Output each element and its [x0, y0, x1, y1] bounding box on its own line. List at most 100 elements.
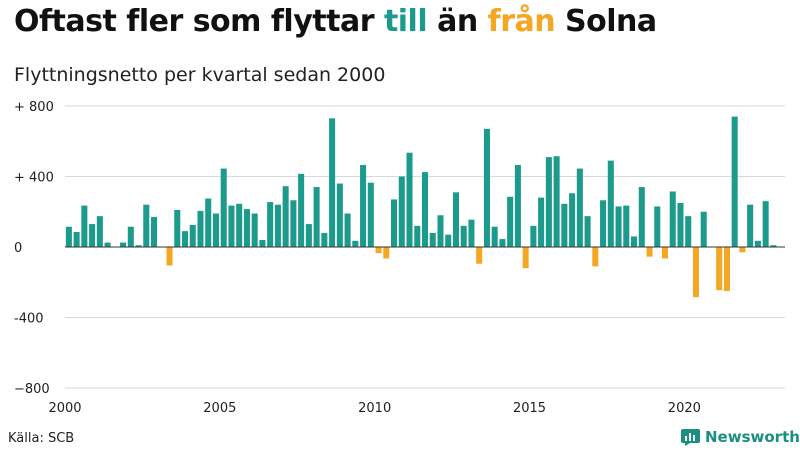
bar	[623, 205, 630, 247]
chart-subtitle: Flyttningsnetto per kvartal sedan 2000	[14, 64, 386, 86]
bar	[96, 216, 103, 247]
bar	[445, 234, 452, 247]
bar	[282, 186, 289, 247]
bar	[661, 247, 669, 259]
bar	[243, 209, 250, 247]
bar	[298, 173, 305, 247]
bar	[212, 213, 219, 247]
bar	[553, 156, 560, 247]
bar	[406, 152, 413, 247]
bar	[166, 247, 173, 266]
bar	[468, 219, 475, 247]
source-label: Källa: SCB	[8, 431, 75, 446]
bar	[251, 213, 258, 247]
bar	[414, 225, 421, 247]
bar	[305, 224, 312, 247]
bar	[89, 224, 96, 247]
bar	[398, 176, 405, 247]
x-tick-label: 2005	[203, 401, 236, 416]
bar	[677, 202, 684, 247]
bar	[476, 247, 483, 264]
bar	[545, 157, 552, 247]
bar	[143, 204, 150, 247]
bar	[522, 247, 529, 269]
bar	[375, 247, 382, 254]
bar	[236, 203, 243, 247]
bar	[762, 201, 769, 247]
bar	[631, 236, 638, 247]
x-tick-label: 2015	[513, 401, 546, 416]
bar	[607, 160, 614, 247]
bar	[561, 203, 568, 247]
bar	[321, 232, 328, 247]
bar	[151, 217, 158, 247]
bar	[259, 239, 266, 247]
bar	[429, 232, 436, 247]
bar	[360, 165, 367, 247]
y-tick-label: + 800	[14, 100, 54, 115]
bar	[274, 204, 281, 247]
bar	[615, 206, 622, 247]
bar	[514, 165, 521, 247]
bar	[313, 187, 320, 247]
x-tick-label: 2000	[48, 401, 81, 416]
bar	[731, 116, 738, 248]
bar	[747, 204, 754, 247]
bar	[754, 240, 761, 247]
bar	[700, 211, 707, 247]
y-tick-label: -400	[14, 312, 44, 327]
bar	[127, 226, 134, 247]
bar	[669, 191, 676, 247]
chart-title: Oftast fler som flyttar till än från Sol…	[14, 4, 657, 39]
bar	[104, 242, 111, 247]
bar	[120, 242, 127, 247]
bar	[569, 193, 576, 247]
bar	[228, 205, 235, 247]
bar	[452, 192, 459, 247]
x-tick-label: 2020	[668, 401, 701, 416]
bar	[576, 168, 583, 247]
x-tick-label: 2010	[358, 401, 391, 416]
bar	[181, 231, 189, 247]
bar	[507, 196, 514, 247]
bar	[81, 205, 88, 247]
brand: Newsworthy	[681, 428, 800, 446]
bar	[383, 247, 390, 259]
bar	[437, 215, 444, 247]
bar	[290, 200, 297, 247]
bar	[538, 197, 545, 247]
bar	[723, 247, 730, 292]
bar	[460, 225, 467, 247]
brand-name: Newsworthy	[705, 428, 800, 446]
title-till: till	[383, 4, 428, 39]
bar	[530, 225, 537, 247]
title-fran: från	[487, 4, 556, 39]
bar	[344, 213, 351, 247]
newsworthy-logo-icon	[681, 428, 700, 446]
bar	[692, 247, 699, 298]
bar	[73, 232, 80, 247]
bar	[135, 245, 142, 247]
y-tick-label: −800	[14, 382, 50, 397]
bar	[646, 247, 653, 257]
bar	[189, 224, 196, 247]
bar	[421, 172, 429, 247]
bar	[336, 183, 343, 247]
bar	[584, 216, 591, 247]
bar	[220, 168, 227, 247]
bar	[197, 210, 204, 247]
bar	[205, 198, 212, 247]
bar	[770, 245, 777, 247]
bar	[685, 216, 692, 247]
bar	[600, 200, 607, 247]
bar	[329, 118, 336, 247]
bar	[267, 202, 274, 247]
bar	[491, 226, 498, 247]
bar	[483, 128, 490, 247]
y-tick-label: 0	[14, 241, 22, 256]
bar	[716, 247, 723, 291]
bar	[739, 247, 746, 253]
bar	[367, 182, 374, 247]
bar	[65, 226, 72, 247]
